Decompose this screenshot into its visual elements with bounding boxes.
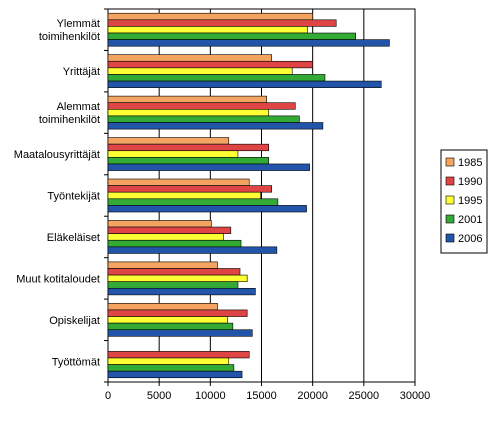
category-label: toimihenkilöt bbox=[39, 31, 100, 43]
bar-1990 bbox=[107, 351, 250, 359]
bar-2001 bbox=[107, 364, 235, 372]
x-tick-label: 25000 bbox=[349, 390, 380, 402]
bar-1990 bbox=[107, 309, 248, 317]
bar-2001 bbox=[107, 157, 269, 165]
bar-2006 bbox=[107, 329, 253, 337]
bar-2001 bbox=[107, 74, 326, 82]
bar-1990 bbox=[107, 226, 232, 234]
category-label: Alemmat bbox=[57, 101, 100, 113]
legend-label-2001: 2001 bbox=[458, 214, 482, 226]
bar-1990 bbox=[107, 185, 273, 193]
bar-1985 bbox=[107, 303, 218, 311]
bar-1985 bbox=[107, 54, 273, 62]
bar-1985 bbox=[107, 95, 267, 104]
bar-1995 bbox=[107, 150, 239, 158]
bar-2001 bbox=[107, 198, 279, 206]
legend-label-2006: 2006 bbox=[458, 233, 482, 245]
category-label: Eläkeläiset bbox=[47, 232, 100, 244]
legend-swatch-1995 bbox=[445, 195, 455, 205]
bar-2001 bbox=[107, 115, 300, 123]
bar-1995 bbox=[107, 191, 261, 200]
x-tick-label: 10000 bbox=[195, 390, 226, 402]
category-label: Työttömät bbox=[52, 356, 100, 368]
bar-1995 bbox=[107, 274, 248, 282]
bar-2006 bbox=[107, 39, 390, 47]
legend-label-1990: 1990 bbox=[458, 176, 482, 188]
bar-2001 bbox=[107, 322, 234, 331]
bar-1985 bbox=[107, 137, 230, 145]
bar-1990 bbox=[107, 143, 269, 152]
bar-1985 bbox=[107, 178, 250, 186]
category-label: Yrittäjät bbox=[63, 66, 100, 78]
bar-1995 bbox=[107, 67, 293, 75]
bar-1990 bbox=[107, 268, 241, 276]
bar-2001 bbox=[107, 239, 242, 248]
category-label: Muut kotitaloudet bbox=[16, 273, 100, 285]
category-label: toimihenkilöt bbox=[39, 114, 100, 126]
bar-2006 bbox=[107, 163, 310, 171]
bar-1985 bbox=[107, 220, 212, 228]
bar-2006 bbox=[107, 122, 324, 130]
legend: 1985 1990 1995 2001 2006 bbox=[440, 149, 488, 254]
bar-1985 bbox=[107, 261, 218, 269]
bar-2006 bbox=[107, 80, 382, 88]
category-label: Opiskelijat bbox=[49, 315, 100, 327]
category-label: Työntekijät bbox=[47, 191, 100, 203]
x-tick-label: 30000 bbox=[400, 390, 431, 402]
legend-swatch-1985 bbox=[445, 157, 455, 167]
bar-1990 bbox=[107, 102, 296, 110]
x-tick-label: 0 bbox=[105, 390, 111, 402]
bar-2006 bbox=[107, 370, 243, 379]
bar-2006 bbox=[107, 205, 307, 213]
bar-2001 bbox=[107, 32, 356, 40]
bar-1985 bbox=[107, 12, 313, 21]
bar-1995 bbox=[107, 316, 229, 324]
bar-2006 bbox=[107, 287, 256, 296]
x-tick-label: 20000 bbox=[297, 390, 328, 402]
category-label: Ylemmät bbox=[57, 18, 100, 30]
bar-2001 bbox=[107, 281, 239, 289]
legend-swatch-2001 bbox=[445, 214, 455, 224]
legend-swatch-1990 bbox=[445, 176, 455, 186]
bar-1995 bbox=[107, 357, 230, 365]
bar-1990 bbox=[107, 19, 337, 27]
legend-label-1985: 1985 bbox=[458, 157, 482, 169]
bar-1995 bbox=[107, 109, 269, 117]
bar-1990 bbox=[107, 60, 313, 69]
category-label: Maatalousyrittäjät bbox=[14, 149, 100, 161]
legend-swatch-2006 bbox=[445, 233, 455, 243]
x-tick-label: 5000 bbox=[147, 390, 171, 402]
x-tick-label: 15000 bbox=[246, 390, 277, 402]
legend-label-1995: 1995 bbox=[458, 195, 482, 207]
bar-1995 bbox=[107, 26, 308, 34]
bar-1995 bbox=[107, 233, 224, 241]
bar-2006 bbox=[107, 246, 278, 254]
